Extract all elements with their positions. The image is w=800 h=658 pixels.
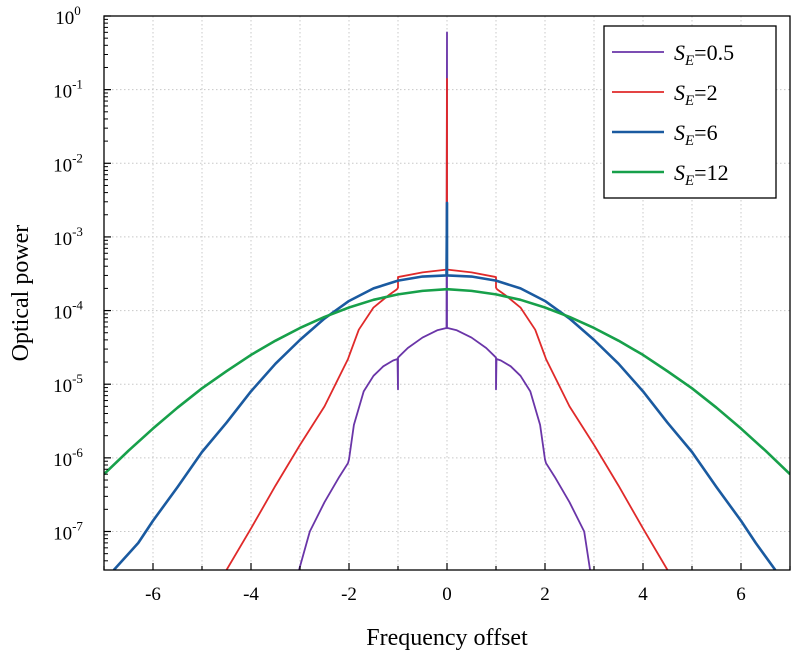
legend-label-4: SE=12 [674, 160, 729, 189]
x-tick-label: 4 [638, 584, 648, 605]
y-tick-labels: 10-7 10-6 10-5 10-4 10-3 10-2 10-1 100 [53, 3, 83, 544]
legend-label-1: SE=0.5 [674, 40, 734, 69]
legend-box [603, 25, 777, 199]
x-axis-title: Frequency offset [366, 625, 528, 651]
series-line-4 [104, 287, 790, 476]
y-tick-label: 10-7 [53, 518, 83, 544]
y-tick-label: 10-3 [53, 224, 83, 250]
y-tick-label: 100 [55, 3, 81, 29]
x-tick-labels: -6 -4 -2 0 2 4 6 [145, 584, 746, 605]
x-tick-label: 0 [442, 584, 452, 605]
series-line-2 [225, 77, 669, 570]
axis-ticks [103, 15, 791, 571]
legend-label-2: SE=2 [674, 80, 718, 109]
legend-label-3: SE=6 [674, 120, 718, 149]
y-tick-label: 10-6 [53, 445, 83, 471]
x-tick-label: -4 [243, 584, 259, 605]
plot-series [104, 31, 790, 570]
y-tick-label: 10-1 [53, 77, 83, 103]
legend: SE=0.5 SE=2 SE=6 SE=12 [603, 25, 777, 199]
y-tick-label: 10-2 [53, 150, 83, 176]
x-tick-label: 2 [540, 584, 550, 605]
x-tick-label: -6 [145, 584, 161, 605]
y-axis-title: Optical power [8, 225, 34, 362]
x-tick-label: 6 [736, 584, 746, 605]
x-tick-label: -2 [341, 584, 357, 605]
y-tick-label: 10-4 [53, 298, 83, 324]
y-tick-label: 10-5 [53, 371, 83, 397]
series-line-3 [112, 201, 777, 570]
